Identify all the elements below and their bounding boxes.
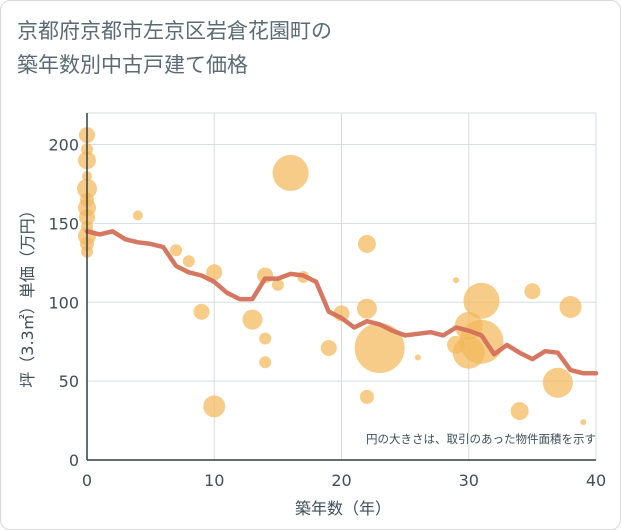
trend-line: [84, 229, 599, 376]
bubble-point: [193, 303, 210, 320]
bubble-point: [271, 278, 284, 291]
bubble-point: [510, 402, 529, 421]
x-tick-label: 10: [204, 471, 224, 490]
axes: [86, 113, 596, 461]
trend-line-group: [84, 229, 599, 376]
bubble-point: [272, 154, 309, 191]
x-tick-label: 30: [459, 471, 479, 490]
bubble-point: [132, 210, 143, 221]
chart-title: 京都府京都市左京区岩倉花園町の 築年数別中古戸建て価格: [17, 19, 332, 77]
size-note: 円の大きさは、取引のあった物件面積を示す: [366, 432, 596, 446]
x-axis-label: 築年数（年）: [295, 499, 391, 518]
bubble-point: [359, 389, 374, 404]
y-tick-label: 150: [48, 214, 79, 233]
bubbles: [77, 127, 587, 426]
bubble-point: [357, 234, 376, 253]
bubble-point: [459, 319, 504, 364]
bubble-point: [259, 356, 272, 369]
bubble-point: [524, 283, 541, 300]
bubble-point: [463, 282, 500, 319]
bubble-point: [206, 264, 223, 281]
y-tick-label: 200: [48, 136, 79, 155]
y-axis-label: 坪（3.3㎡）単価（万円）: [18, 202, 37, 387]
y-tick-label: 0: [69, 451, 79, 470]
bubble-point: [182, 255, 195, 268]
x-tick-label: 0: [82, 471, 92, 490]
bubble-point: [242, 309, 263, 330]
x-tick-label: 40: [586, 471, 606, 490]
bubble-point: [580, 419, 587, 426]
bubble-point: [203, 395, 226, 418]
bubble-point: [354, 323, 405, 374]
y-tick-label: 100: [48, 293, 79, 312]
x-tick-label: 20: [331, 471, 351, 490]
bubble-point: [414, 354, 421, 361]
bubble-point: [356, 298, 377, 319]
tick-labels: 0 50 100 150 200 0 10 20 30 40: [48, 136, 606, 490]
bubble-point: [542, 367, 573, 398]
bubble-point: [170, 244, 183, 257]
y-tick-label: 50: [59, 372, 79, 391]
bubble-point: [559, 296, 582, 319]
bubble-point: [453, 277, 460, 284]
bubble-point: [259, 332, 272, 345]
bubble-point: [320, 340, 337, 357]
